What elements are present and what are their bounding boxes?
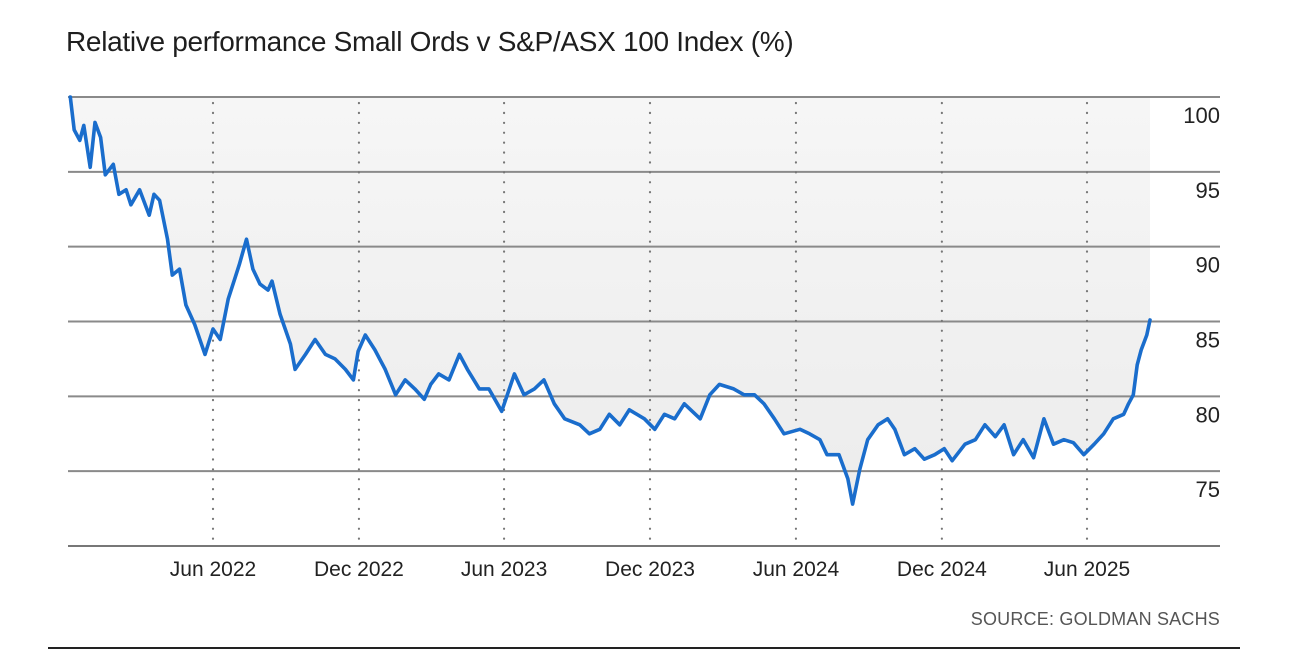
y-tick-label: 80 <box>1196 402 1220 427</box>
x-tick-label: Dec 2023 <box>605 558 695 581</box>
x-tick-label: Jun 2024 <box>753 558 840 581</box>
shaded-area <box>70 97 1150 505</box>
x-tick-label: Jun 2022 <box>170 558 256 581</box>
y-tick-label: 75 <box>1196 477 1220 502</box>
x-tick-label: Dec 2024 <box>897 558 987 581</box>
x-tick-label: Dec 2022 <box>314 558 404 581</box>
y-tick-label: 85 <box>1196 328 1220 353</box>
x-tick-label: Jun 2025 <box>1044 558 1130 581</box>
series-line <box>68 95 1152 506</box>
x-tick-label: Jun 2023 <box>461 558 547 581</box>
chart-title: Relative performance Small Ords v S&P/AS… <box>66 26 794 57</box>
y-tick-label: 95 <box>1196 178 1220 203</box>
y-tick-label: 100 <box>1183 103 1220 128</box>
source-note: SOURCE: GOLDMAN SACHS <box>970 609 1220 629</box>
bottom-rule <box>48 647 1240 649</box>
y-tick-label: 90 <box>1196 253 1220 278</box>
